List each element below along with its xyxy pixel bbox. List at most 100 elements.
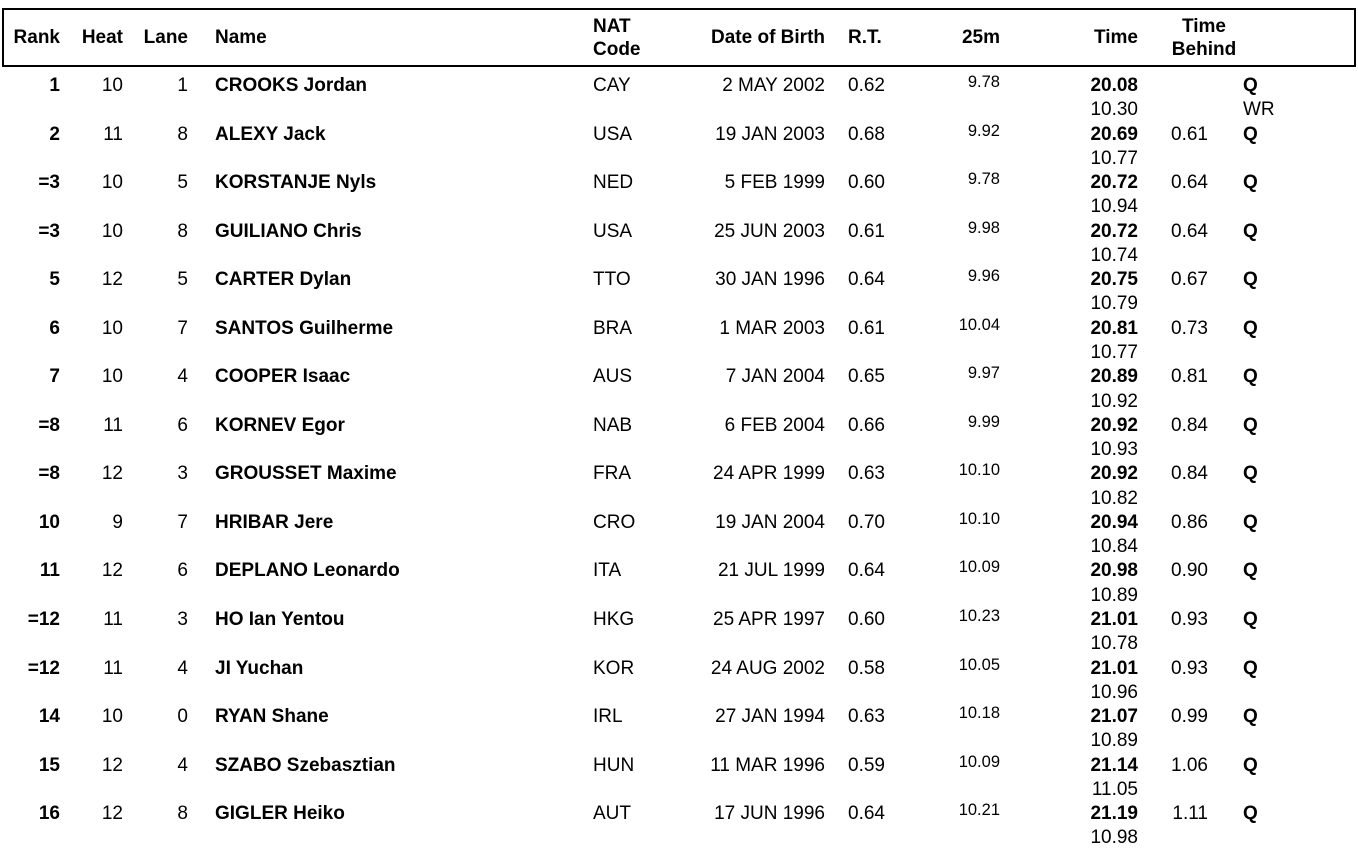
date-of-birth-cell: 19 JAN 2004 bbox=[715, 511, 825, 533]
time-cell: 20.94 10.84 bbox=[1090, 511, 1138, 558]
date-of-birth-cell: 24 AUG 2002 bbox=[710, 657, 825, 679]
heat-cell: 10 bbox=[101, 706, 123, 728]
lane-cell: 1 bbox=[177, 75, 188, 96]
table-row: =3 10 8 GUILIANO Chris USA 25 JUN 2003 0… bbox=[3, 218, 1355, 269]
time-cell: 20.69 10.77 bbox=[1090, 123, 1138, 169]
time-behind-cell: 1.06 bbox=[1171, 754, 1208, 776]
header-25m: 25m bbox=[915, 8, 1003, 67]
qualification-cell: Q bbox=[1243, 754, 1258, 776]
date-of-birth-cell: 6 FEB 2004 bbox=[724, 414, 825, 436]
table-header: Rank Heat Lane Name NAT Code Date of Bir… bbox=[2, 8, 1356, 67]
header-qualification bbox=[1213, 8, 1356, 67]
time-cell: 20.92 10.93 bbox=[1090, 414, 1138, 461]
reaction-time-cell: 0.62 bbox=[848, 75, 885, 96]
name-cell: KORNEV Egor bbox=[215, 414, 345, 436]
lane-cell: 5 bbox=[177, 269, 188, 291]
name-cell: GUILIANO Chris bbox=[215, 220, 362, 242]
heat-cell: 10 bbox=[101, 172, 123, 194]
lane-cell: 0 bbox=[177, 706, 188, 728]
lane-cell: 7 bbox=[177, 511, 188, 533]
nat-code-cell: CAY bbox=[593, 75, 631, 96]
header-heat: Heat bbox=[63, 8, 125, 67]
nat-code-cell: USA bbox=[593, 123, 633, 145]
nat-code-cell: FRA bbox=[593, 463, 631, 485]
header-nat-line1: NAT bbox=[593, 15, 631, 37]
time-cell: 20.72 10.94 bbox=[1090, 172, 1138, 218]
time-behind-cell: 0.84 bbox=[1171, 463, 1208, 485]
name-cell: CARTER Dylan bbox=[215, 269, 352, 291]
lane-cell: 4 bbox=[177, 754, 188, 776]
split-25m-cell: 9.78 bbox=[967, 170, 1000, 189]
name-cell: HRIBAR Jere bbox=[215, 511, 334, 533]
time-behind-cell: 0.61 bbox=[1171, 123, 1208, 145]
qualification-cell: Q bbox=[1243, 220, 1258, 242]
table-row: =8 11 6 KORNEV Egor NAB 6 FEB 2004 0.66 … bbox=[3, 413, 1355, 463]
header-time: Time bbox=[1003, 8, 1139, 67]
time-cell: 21.01 10.78 bbox=[1090, 609, 1138, 655]
lane-cell: 8 bbox=[177, 123, 188, 145]
time-cell: 20.72 10.74 bbox=[1090, 220, 1138, 266]
split-25m-cell: 10.10 bbox=[958, 461, 1000, 480]
reaction-time-cell: 0.61 bbox=[848, 317, 885, 339]
table-row: 5 12 5 CARTER Dylan TTO 30 JAN 1996 0.64… bbox=[3, 267, 1355, 317]
split-25m-cell: 9.96 bbox=[967, 267, 1000, 286]
date-of-birth-cell: 19 JAN 2003 bbox=[715, 123, 825, 145]
rank-cell: 2 bbox=[49, 123, 60, 145]
rank-cell: 14 bbox=[38, 706, 60, 728]
reaction-time-cell: 0.65 bbox=[848, 366, 885, 388]
split-25m-cell: 10.10 bbox=[958, 509, 1000, 528]
reaction-time-cell: 0.59 bbox=[848, 754, 885, 776]
reaction-time-cell: 0.60 bbox=[848, 172, 885, 194]
header-date-of-birth: Date of Birth bbox=[703, 8, 827, 67]
header-nat-code: NAT Code bbox=[593, 8, 703, 67]
table-row: =8 12 3 GROUSSET Maxime FRA 24 APR 1999 … bbox=[3, 461, 1355, 511]
reaction-time-cell: 0.60 bbox=[848, 609, 885, 630]
table-row: =3 10 5 KORSTANJE Nyls NED 5 FEB 1999 0.… bbox=[3, 170, 1355, 220]
time-cell: 20.08 10.30 bbox=[1090, 75, 1138, 121]
name-cell: KORSTANJE Nyls bbox=[215, 172, 377, 194]
time-cell: 20.89 10.92 bbox=[1090, 366, 1138, 412]
name-cell: SZABO Szebasztian bbox=[215, 754, 396, 776]
reaction-time-cell: 0.63 bbox=[848, 706, 885, 728]
heat-cell: 11 bbox=[103, 414, 123, 436]
reaction-time-cell: 0.64 bbox=[848, 803, 885, 825]
qualification-cell: Q bbox=[1243, 123, 1258, 145]
time-behind-cell: 0.64 bbox=[1171, 220, 1208, 242]
time-cell: 21.19 10.98 bbox=[1090, 803, 1138, 849]
split-25m-cell: 10.04 bbox=[958, 315, 1000, 334]
nat-code-cell: ITA bbox=[593, 560, 622, 582]
table-row: 15 12 4 SZABO Szebasztian HUN 11 MAR 199… bbox=[3, 753, 1355, 803]
results-table: Rank Heat Lane Name NAT Code Date of Bir… bbox=[2, 8, 1356, 851]
rank-cell: 5 bbox=[49, 269, 60, 291]
heat-cell: 12 bbox=[101, 803, 123, 825]
table-row: 6 10 7 SANTOS Guilherme BRA 1 MAR 2003 0… bbox=[3, 315, 1355, 366]
name-cell: COOPER Isaac bbox=[215, 366, 351, 388]
name-cell: HO Ian Yentou bbox=[215, 609, 345, 630]
split-25m-cell: 10.09 bbox=[958, 558, 1000, 577]
heat-cell: 12 bbox=[101, 463, 123, 485]
nat-code-cell: TTO bbox=[593, 269, 631, 291]
split-25m-cell: 10.23 bbox=[958, 607, 1000, 625]
lane-cell: 3 bbox=[177, 463, 188, 485]
time-behind-cell: 0.67 bbox=[1171, 269, 1208, 291]
date-of-birth-cell: 1 MAR 2003 bbox=[719, 317, 825, 339]
nat-code-cell: NED bbox=[593, 172, 634, 194]
date-of-birth-cell: 5 FEB 1999 bbox=[724, 172, 825, 194]
rank-cell: 16 bbox=[38, 803, 60, 825]
date-of-birth-cell: 27 JAN 1994 bbox=[715, 706, 825, 728]
rank-cell: 15 bbox=[38, 754, 60, 776]
table-row: 2 11 8 ALEXY Jack USA 19 JAN 2003 0.68 9… bbox=[3, 122, 1355, 172]
qualification-cell: Q bbox=[1243, 463, 1258, 485]
rank-cell: 11 bbox=[39, 560, 60, 582]
lane-cell: 6 bbox=[177, 560, 188, 582]
name-cell: SANTOS Guilherme bbox=[215, 317, 394, 339]
reaction-time-cell: 0.68 bbox=[848, 123, 885, 145]
split-25m-cell: 10.05 bbox=[958, 655, 1000, 674]
date-of-birth-cell: 21 JUL 1999 bbox=[717, 560, 825, 582]
time-cell: 21.07 10.89 bbox=[1090, 706, 1138, 752]
heat-cell: 11 bbox=[103, 609, 123, 630]
qualification-cell: Q bbox=[1243, 366, 1258, 388]
split-25m-cell: 9.98 bbox=[967, 218, 1000, 237]
lane-cell: 4 bbox=[177, 366, 188, 388]
time-behind-cell: 0.99 bbox=[1171, 706, 1208, 728]
